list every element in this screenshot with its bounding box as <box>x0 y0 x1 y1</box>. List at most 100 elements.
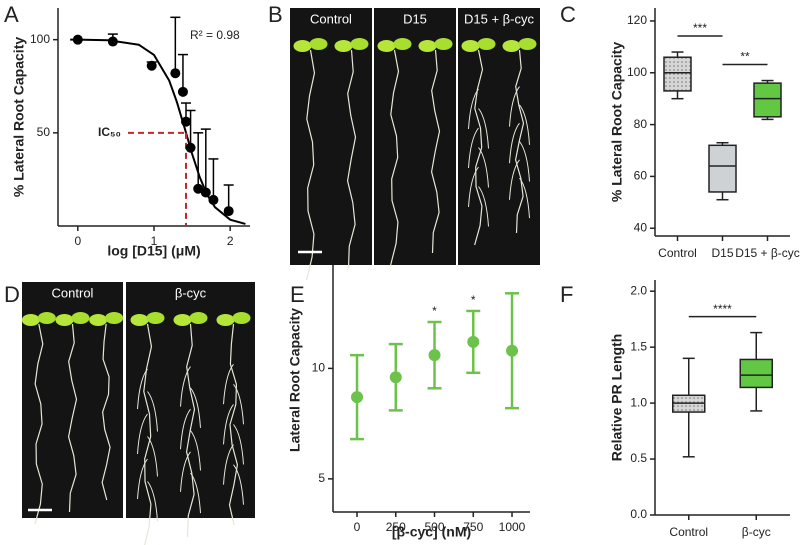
leaf <box>173 314 192 326</box>
lateral-root <box>223 444 234 485</box>
y-tick-label: 100 <box>30 32 50 46</box>
x-tick-label: 2 <box>227 234 234 248</box>
x-tick-label: 500 <box>425 520 445 534</box>
root <box>67 323 78 513</box>
box <box>739 358 773 389</box>
lateral-root <box>233 383 244 425</box>
leaf <box>55 314 74 326</box>
leaf <box>37 312 56 324</box>
x-tick-label: Control <box>669 525 708 539</box>
root <box>474 49 484 246</box>
lateral-root <box>190 430 201 471</box>
lateral-root <box>478 147 489 188</box>
y-tick-label: 80 <box>634 117 648 131</box>
y-tick-label: 0.5 <box>630 451 647 465</box>
point <box>146 60 157 71</box>
x-tick-label: 750 <box>463 520 483 534</box>
leaf <box>309 38 328 50</box>
photo-label: Control <box>310 11 352 26</box>
ic50-label: IC₅₀ <box>98 125 121 139</box>
y-tick-label: 10 <box>312 361 326 375</box>
root <box>101 323 111 501</box>
point <box>467 335 480 348</box>
x-tick-label: D15 + β-cyc <box>735 246 800 260</box>
lateral-root <box>478 186 489 227</box>
box <box>708 144 737 193</box>
lateral-root <box>137 368 148 410</box>
point <box>185 142 196 153</box>
panel-label: A <box>4 2 19 27</box>
leaf <box>232 312 251 324</box>
lateral-root <box>509 122 520 164</box>
leaf <box>434 38 453 50</box>
leaf <box>71 312 90 324</box>
point <box>107 36 118 47</box>
y-axis-label: Lateral Root Capacity <box>287 308 303 452</box>
x-tick-label: 1000 <box>499 520 526 534</box>
leaf <box>216 314 235 326</box>
panel-label: C <box>560 2 576 27</box>
significance: * <box>432 304 437 318</box>
leaf <box>189 312 208 324</box>
fit-curve <box>70 38 246 225</box>
y-axis-label: Relative PR Length <box>609 334 625 462</box>
lateral-root <box>147 436 158 477</box>
y-axis-label: % Lateral Root Capacity <box>11 37 27 197</box>
leaf <box>350 38 369 50</box>
y-tick-label: 2.0 <box>630 283 647 297</box>
lateral-root <box>478 108 489 149</box>
lateral-root <box>468 127 479 169</box>
leaf <box>377 40 396 52</box>
r-squared: R² = 0.98 <box>190 28 240 42</box>
x-tick-label: 250 <box>386 520 406 534</box>
root <box>185 323 196 538</box>
lateral-root <box>180 366 191 407</box>
lateral-root <box>468 166 479 208</box>
leaf <box>477 38 496 50</box>
point <box>72 34 83 45</box>
root <box>34 323 44 525</box>
leaf <box>146 312 165 324</box>
leaf <box>130 314 149 326</box>
point <box>200 187 211 198</box>
root <box>143 323 153 545</box>
leaf <box>293 40 312 52</box>
root <box>514 49 525 234</box>
panel-label: E <box>290 282 305 307</box>
photo-label: Control <box>52 285 94 300</box>
significance: ** <box>740 50 750 64</box>
photo-label: D15 + β-cyc <box>464 11 534 26</box>
leaf <box>105 312 124 324</box>
point <box>177 86 188 97</box>
leaf <box>393 38 412 50</box>
panel-label: F <box>560 282 573 307</box>
lateral-root <box>137 413 148 455</box>
leaf <box>334 40 353 52</box>
y-tick-label: 50 <box>37 125 51 139</box>
point <box>428 349 441 362</box>
point <box>181 116 191 127</box>
x-tick-label: Control <box>658 246 697 260</box>
x-axis-label: log [D15] (μM) <box>107 243 200 259</box>
point <box>208 194 219 205</box>
significance: **** <box>713 302 732 316</box>
y-tick-label: 120 <box>627 13 647 27</box>
panel-label: D <box>4 282 20 307</box>
x-tick-label: D15 <box>711 246 733 260</box>
significance: * <box>471 293 476 307</box>
point <box>223 206 234 217</box>
photo-label: D15 <box>403 11 427 26</box>
y-tick-label: 100 <box>627 65 647 79</box>
lateral-root <box>519 141 530 182</box>
y-tick-label: 5 <box>318 471 325 485</box>
leaf <box>461 40 480 52</box>
y-tick-label: 60 <box>634 169 648 183</box>
x-tick-label: 0 <box>354 520 361 534</box>
point <box>389 371 402 384</box>
root <box>306 49 316 281</box>
x-tick-label: β-cyc <box>742 525 771 539</box>
lateral-root <box>509 159 520 200</box>
lateral-root <box>223 404 234 445</box>
